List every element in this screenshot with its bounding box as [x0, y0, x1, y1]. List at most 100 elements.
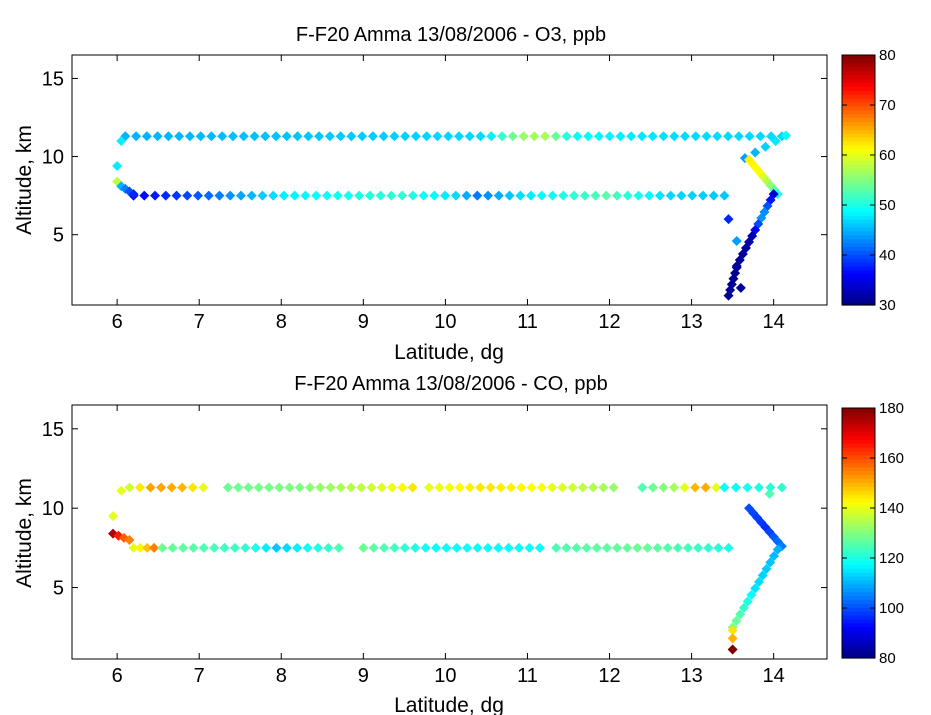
co-data-point: [250, 542, 261, 553]
co-colorbar-band: [842, 548, 875, 554]
co-data-point: [561, 542, 572, 553]
o3-data-point: [723, 290, 734, 301]
o3-data-point: [292, 131, 303, 142]
co-colorbar-band: [842, 533, 875, 538]
o3-data-point: [131, 131, 142, 142]
co-data-point: [274, 482, 285, 493]
o3-colorbar-band: [842, 281, 875, 287]
o3-data-point: [193, 190, 204, 201]
co-data-point: [475, 482, 486, 493]
o3-data-point: [332, 190, 343, 201]
o3-data-point: [737, 248, 748, 259]
o3-colorbar-band: [842, 117, 875, 123]
co-data-point: [772, 544, 783, 555]
o3-colorbar-band: [842, 277, 875, 283]
co-axis-ticks: 6 7 8 9 10 11 12 13 14 5 10 15: [42, 405, 827, 687]
o3-colorbar-band: [842, 254, 875, 259]
co-data-point: [108, 511, 119, 522]
co-colorbar-band: [842, 423, 875, 429]
o3-data-point: [750, 147, 761, 158]
co-data-point: [547, 482, 558, 493]
o3-data-point: [526, 190, 537, 201]
o3-x-tick-label: 11: [517, 311, 538, 333]
o3-data-point: [303, 131, 314, 142]
co-data-point: [263, 482, 274, 493]
o3-x-tick-label: 9: [358, 311, 369, 333]
o3-data-point: [744, 131, 755, 142]
co-x-tick-label: 11: [517, 665, 538, 687]
co-data-point: [389, 542, 400, 553]
co-data-point: [423, 482, 434, 493]
o3-colorbar-band: [842, 94, 875, 99]
o3-data-point: [708, 190, 719, 201]
o3-data-point: [386, 190, 397, 201]
co-data-point: [135, 542, 146, 553]
co-colorbar-band: [842, 622, 875, 628]
co-data-point: [776, 482, 787, 493]
co-colorbar-band: [842, 564, 875, 569]
co-data-point: [222, 482, 233, 493]
co-data-point: [658, 482, 669, 493]
co-colorbar-band: [842, 458, 875, 464]
co-data-point: [713, 542, 724, 553]
o3-data-point: [755, 131, 766, 142]
co-data-point: [358, 542, 369, 553]
o3-data-point: [346, 131, 357, 142]
co-data-point: [167, 542, 178, 553]
co-data-point: [557, 482, 568, 493]
co-x-tick-label: 14: [763, 665, 785, 687]
o3-panel: F-F20 Amma 13/08/2006 - O3, ppb 6 7 8 9 10 11…: [13, 24, 896, 364]
o3-colorbar-frame: [841, 54, 876, 306]
o3-data-point: [235, 190, 246, 201]
o3-data-point: [647, 131, 658, 142]
co-data-point: [730, 482, 741, 493]
o3-colorbar-band: [842, 222, 875, 228]
o3-data-point: [680, 131, 691, 142]
co-data-point: [399, 542, 410, 553]
co-data-point: [727, 633, 738, 644]
o3-colorbar-band: [842, 226, 875, 232]
o3-colorbar-band: [842, 301, 875, 306]
o3-colorbar-band: [842, 242, 875, 248]
o3-colorbar-tick-label: 40: [879, 247, 896, 264]
co-data-point: [410, 542, 421, 553]
o3-data-point: [611, 190, 622, 201]
co-data-point: [142, 542, 153, 553]
co-data-point: [323, 542, 334, 553]
o3-colorbar-band: [842, 113, 875, 119]
co-data-point: [312, 542, 323, 553]
co-data-point: [750, 583, 761, 594]
co-colorbar-band: [842, 599, 875, 604]
o3-data-point: [443, 131, 454, 142]
co-data-point: [746, 589, 757, 600]
o3-data-point: [515, 190, 526, 201]
o3-colorbar-band: [842, 176, 875, 181]
co-y-tick-label: 5: [53, 578, 64, 600]
co-data-point: [703, 542, 714, 553]
o3-data-point: [579, 190, 590, 201]
o3-data-point: [669, 131, 680, 142]
co-data-point: [731, 615, 742, 626]
o3-data-point: [410, 131, 421, 142]
co-data-point: [679, 482, 690, 493]
co-data-points: [108, 482, 787, 655]
o3-colorbar-band: [842, 293, 875, 298]
o3-data-point: [421, 131, 432, 142]
o3-x-axis-label: Latitude, dg: [394, 341, 504, 364]
co-data-point: [581, 542, 592, 553]
co-colorbar-band: [842, 462, 875, 468]
o3-data-point: [257, 190, 268, 201]
co-colorbar-band: [842, 642, 875, 647]
co-data-point: [304, 482, 315, 493]
co-data-point: [240, 542, 251, 553]
co-data-point: [430, 542, 441, 553]
co-x-tick-label: 13: [680, 665, 702, 687]
co-data-point: [315, 482, 326, 493]
co-data-point: [753, 576, 764, 587]
o3-colorbar-band: [842, 70, 875, 76]
o3-colorbar-band: [842, 199, 875, 205]
o3-x-tick-label: 13: [680, 311, 702, 333]
co-data-point: [693, 542, 704, 553]
co-colorbar-band: [842, 630, 875, 636]
o3-data-point: [249, 131, 260, 142]
